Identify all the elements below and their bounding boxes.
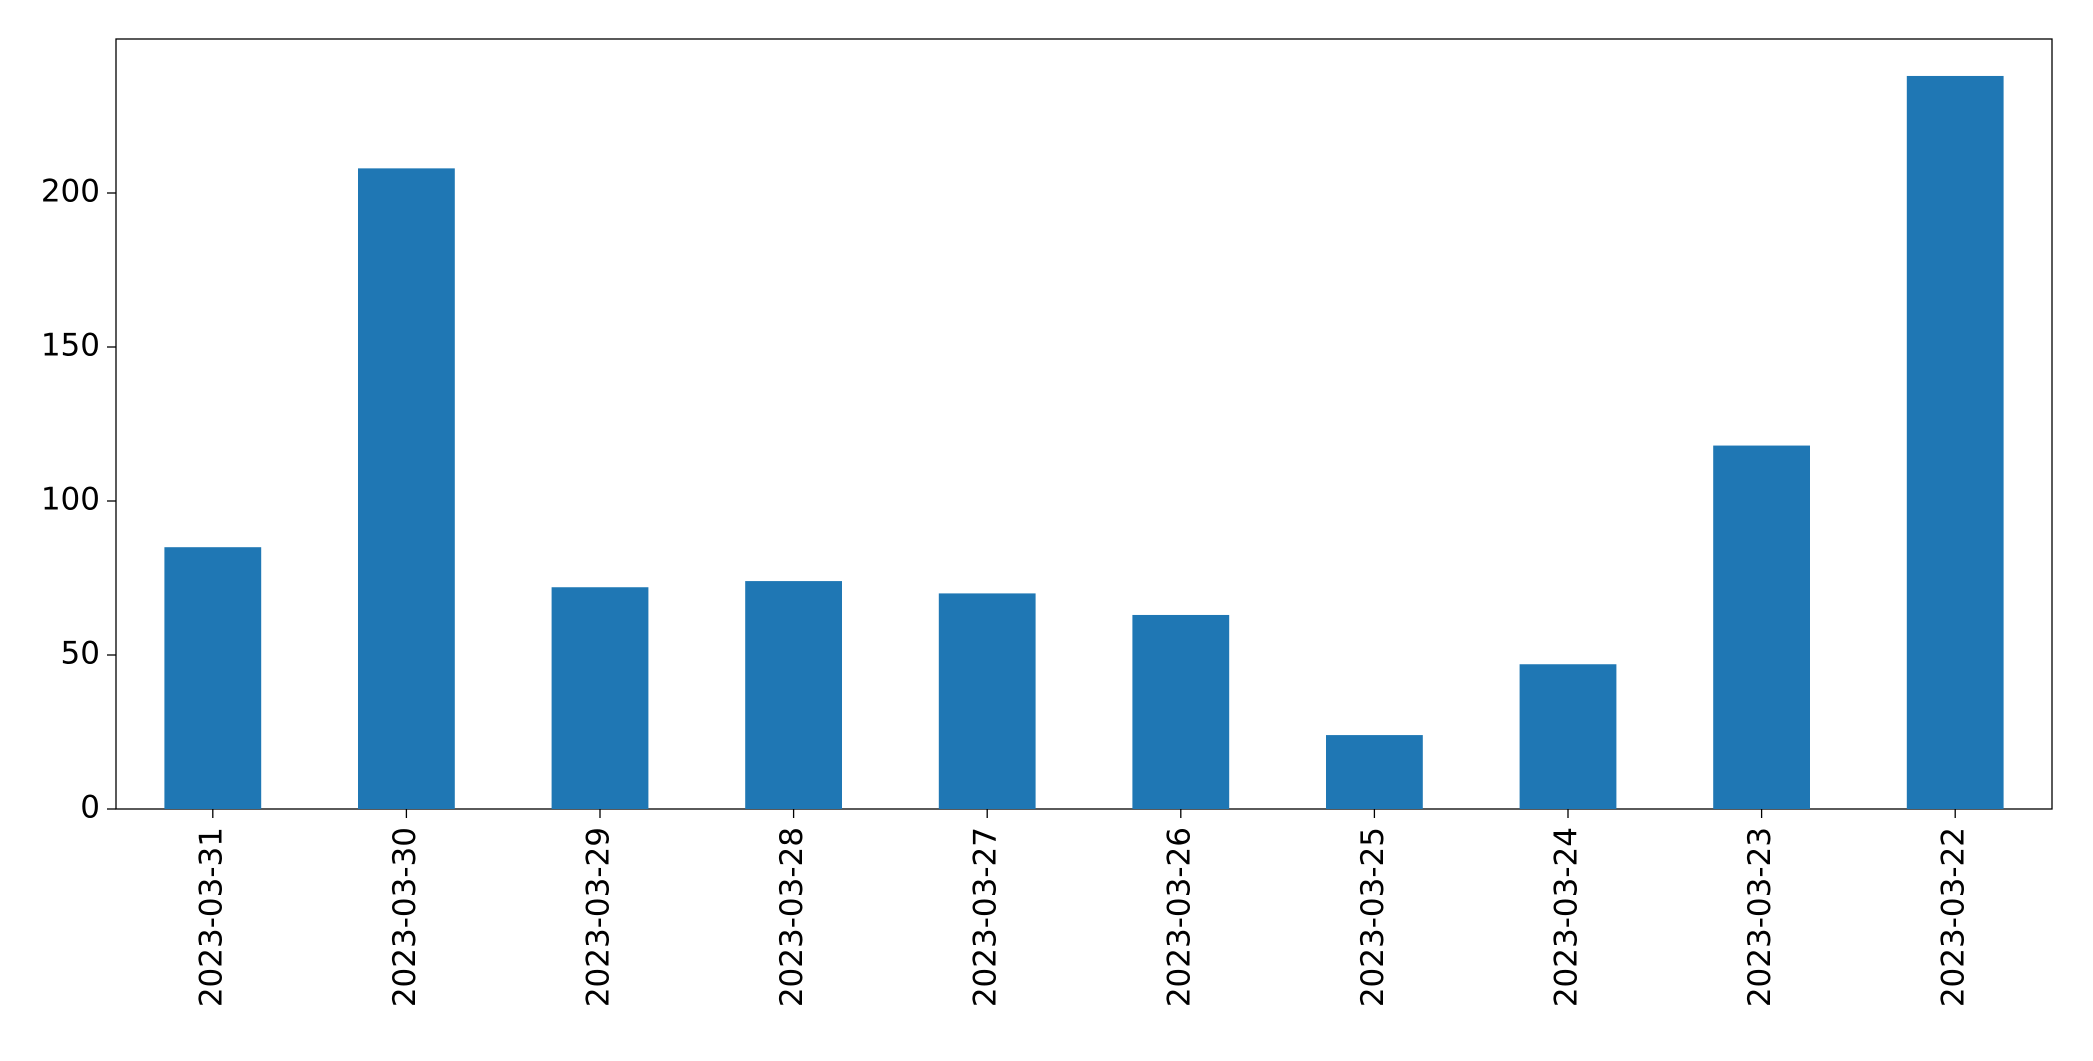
bar	[1713, 445, 1810, 809]
bar	[358, 168, 455, 810]
y-tick-label: 100	[41, 482, 100, 518]
y-tick-label: 200	[41, 174, 100, 210]
x-tick-label: 2023-03-22	[1936, 827, 1972, 1007]
x-tick-label: 2023-03-31	[193, 827, 229, 1007]
bar	[745, 581, 842, 809]
x-tick-label: 2023-03-29	[581, 827, 617, 1007]
x-tick-label: 2023-03-24	[1549, 827, 1585, 1007]
bar	[1519, 664, 1617, 809]
y-tick-label: 0	[80, 790, 100, 826]
y-tick-label: 50	[61, 636, 100, 672]
y-tick-label: 150	[41, 328, 100, 364]
x-tick-label: 2023-03-23	[1742, 827, 1778, 1007]
x-tick-label: 2023-03-27	[968, 827, 1004, 1007]
bar	[164, 547, 262, 809]
x-tick-label: 2023-03-25	[1355, 827, 1391, 1007]
bar	[938, 593, 1036, 809]
x-tick-label: 2023-03-30	[387, 827, 423, 1007]
bar	[551, 587, 649, 809]
x-tick-label: 2023-03-28	[774, 827, 810, 1007]
bar	[1326, 735, 1423, 809]
bar	[1906, 75, 2004, 809]
plot-frame	[115, 38, 2053, 810]
bar	[1132, 614, 1230, 809]
x-tick-label: 2023-03-26	[1161, 827, 1197, 1007]
